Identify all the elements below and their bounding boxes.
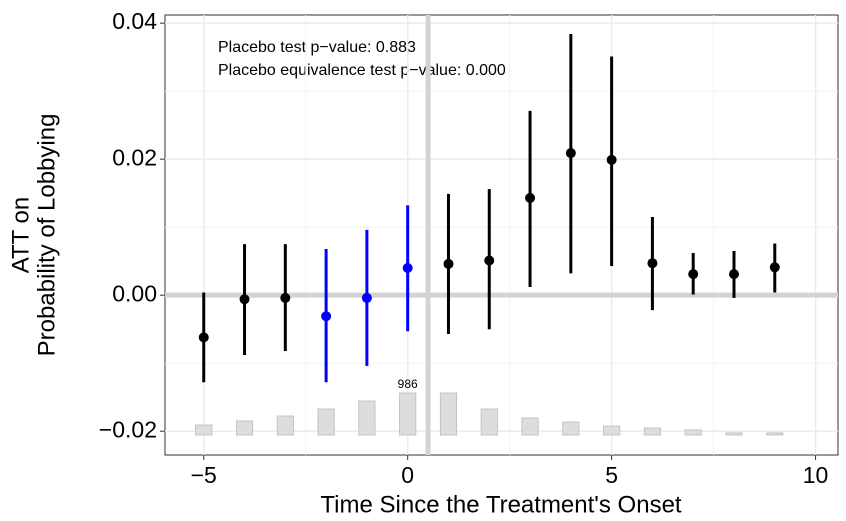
count-bar [195, 424, 213, 436]
x-tick-label: 0 [401, 462, 414, 488]
count-bar [276, 415, 294, 436]
count-bar [603, 425, 621, 436]
point [280, 292, 291, 303]
y-tick-label: −0.02 [99, 416, 157, 442]
point [728, 269, 739, 280]
count-bar [643, 427, 661, 436]
count-bar [562, 421, 580, 436]
point [443, 258, 454, 269]
point [321, 311, 332, 322]
point [606, 154, 617, 165]
count-bar [684, 429, 702, 436]
point [239, 294, 250, 305]
point [565, 148, 576, 159]
point [361, 292, 372, 303]
x-tick-label: 10 [803, 462, 829, 488]
x-tick-label: −5 [191, 462, 217, 488]
count-bar [317, 408, 335, 436]
count-bar [766, 432, 784, 436]
point [484, 255, 495, 266]
point [198, 332, 209, 343]
count-bar [480, 408, 498, 436]
y-tick-label: 0.04 [112, 8, 157, 34]
x-axis-title: Time Since the Treatment's Onset [320, 491, 682, 518]
annotation: Placebo equivalence test p−value: 0.000 [218, 62, 506, 79]
plot-panel [164, 14, 839, 456]
count-bar [358, 400, 376, 436]
count-label: 986 [398, 377, 418, 391]
point [769, 262, 780, 273]
y-axis-title: ATT on [7, 197, 34, 273]
count-bar [521, 417, 539, 436]
point [525, 192, 536, 203]
count-bar [439, 392, 458, 436]
point [688, 269, 699, 280]
point [647, 258, 658, 269]
annotation: Placebo test p−value: 0.883 [218, 39, 416, 56]
y-axis-title: Probability of Lobbying [33, 114, 60, 357]
y-tick-label: 0.02 [112, 144, 157, 170]
count-bar [399, 392, 417, 436]
count-bar [235, 420, 254, 436]
x-tick-label: 5 [605, 462, 618, 488]
point [402, 262, 413, 273]
y-tick-label: 0.00 [112, 280, 157, 306]
count-bar [725, 432, 743, 436]
